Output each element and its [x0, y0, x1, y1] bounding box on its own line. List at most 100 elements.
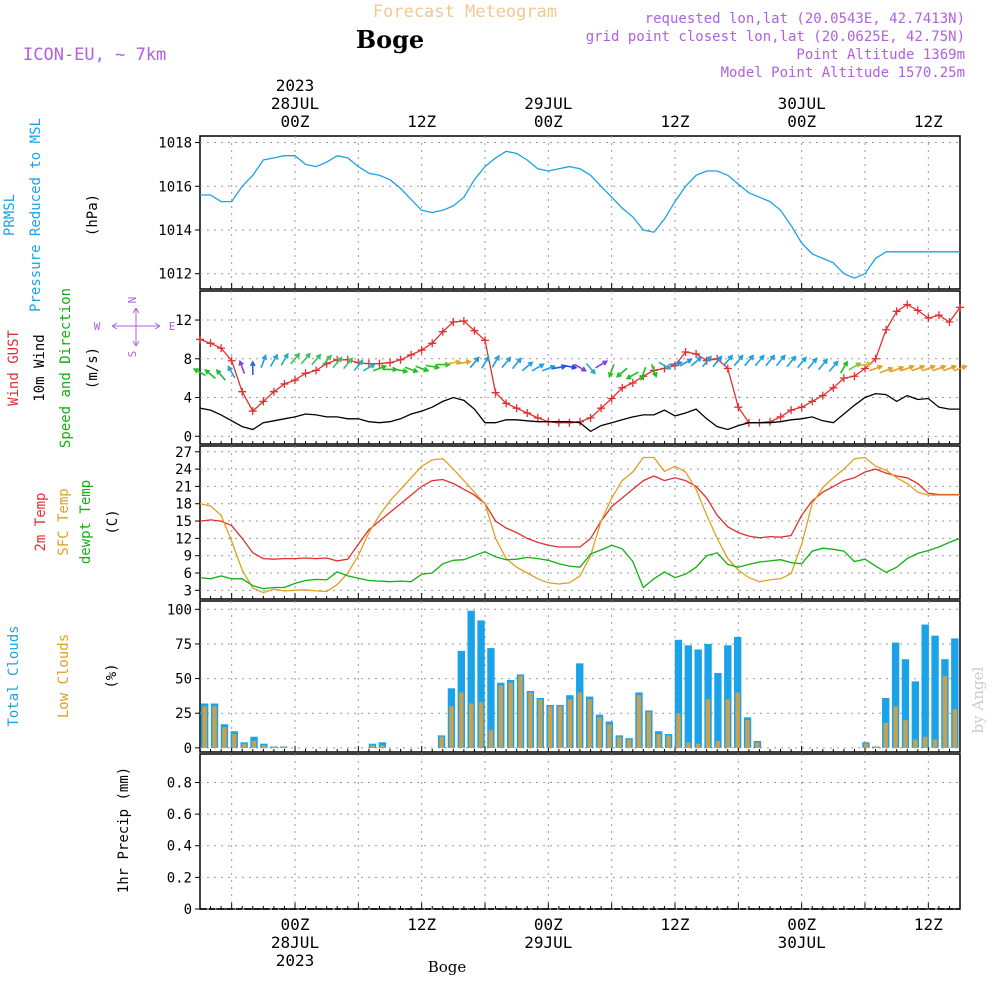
axis-label: dewpt Temp [78, 480, 94, 564]
wind-arrow [521, 361, 534, 372]
point-altitude: Point Altitude 1369m [796, 47, 965, 63]
gust-marker [533, 413, 542, 422]
wind-arrow [404, 366, 419, 374]
y-tick-label: 0.8 [167, 775, 192, 791]
bar-low-clouds [370, 745, 375, 748]
wind-arrow [817, 358, 829, 371]
gust-marker [871, 354, 880, 363]
bar-low-clouds [735, 692, 740, 748]
gust-marker [238, 387, 247, 396]
wind-arrow [300, 352, 311, 365]
bar-low-clouds [538, 699, 543, 748]
wind-arrow [775, 354, 786, 367]
panel-pressure: 1012 1014 1016 1018 PRMSL Pressure Reduced to… [2, 118, 961, 312]
top-time-label: 30JUL [778, 94, 826, 113]
top-time-label: 12Z [407, 112, 436, 131]
wind-arrow [932, 364, 947, 372]
wind-arrow [679, 358, 693, 367]
wind-arrow [786, 355, 797, 368]
gust-marker [512, 404, 521, 413]
wind-arrow [425, 364, 441, 370]
top-time-label: 00Z [281, 112, 310, 131]
bar-low-clouds [449, 706, 454, 748]
wind-arrow [921, 364, 936, 372]
wind-arrow [342, 357, 354, 370]
gust-marker [386, 358, 394, 367]
series-line-dewpt-temp [199, 537, 961, 590]
gust-marker [196, 335, 204, 344]
wind-arrow [394, 368, 409, 374]
bar-total-clouds [684, 645, 693, 748]
y-tick-label: 15 [175, 514, 192, 530]
bar-low-clouds [646, 711, 652, 748]
gust-marker [597, 404, 606, 413]
gust-marker [565, 418, 574, 427]
y-tick-label: 0 [184, 902, 192, 918]
wind-arrow [796, 356, 807, 369]
bar-low-clouds [666, 735, 671, 748]
bar-low-clouds [459, 692, 464, 748]
gust-marker [459, 317, 468, 326]
gust-marker [502, 399, 511, 408]
axis-label: 10m Wind [32, 334, 48, 401]
gust-marker [470, 326, 479, 335]
wind-arrow [353, 359, 364, 372]
bar-low-clouds [636, 695, 642, 748]
y-tick-label: 27 [175, 445, 192, 461]
gust-marker [934, 311, 943, 320]
gust-marker [576, 417, 584, 426]
bar-low-clouds [745, 720, 750, 748]
gust-marker [554, 418, 563, 427]
gust-marker [628, 378, 637, 387]
wind-arrow [573, 363, 588, 372]
wind-arrow [608, 364, 615, 379]
bar-total-clouds [901, 659, 910, 748]
bar-low-clouds [863, 743, 869, 748]
gust-marker [913, 306, 922, 315]
gust-marker [449, 317, 458, 326]
wind-arrow [446, 359, 462, 365]
bar-low-clouds [725, 699, 730, 748]
top-time-label: 00Z [787, 112, 816, 131]
gust-marker [607, 394, 616, 403]
y-tick-label: 21 [175, 479, 192, 495]
bar-low-clouds [577, 692, 582, 748]
bottom-time-label: 29JUL [524, 933, 572, 952]
bottom-time-label: 12Z [914, 915, 943, 934]
panel-precipitation: 0 0.2 0.4 0.6 0.8 1hr Precip (mm) [116, 753, 961, 918]
bar-low-clouds [380, 745, 385, 748]
compass-east: E [169, 320, 176, 333]
gust-marker [428, 339, 437, 348]
wind-arrow [712, 355, 723, 368]
bar-low-clouds [241, 743, 247, 748]
panel-clouds: 0 25 50 75 100 Total Clouds Low Clouds (%) [6, 600, 961, 757]
bottom-time-label: 2023 [276, 951, 315, 970]
wind-arrow [754, 354, 765, 367]
bar-low-clouds [468, 703, 474, 748]
bar-low-clouds [202, 706, 207, 748]
gust-marker [481, 336, 489, 345]
wind-arrow [436, 361, 451, 368]
wind-arrow [541, 364, 556, 372]
gust-marker [396, 355, 405, 364]
wind-arrow [192, 368, 207, 377]
gust-marker [850, 372, 859, 381]
wind-arrow [650, 364, 658, 379]
gust-marker [269, 387, 278, 396]
bar-total-clouds [714, 673, 722, 748]
axis-label: PRMSL [2, 194, 18, 236]
bar-total-clouds [694, 649, 702, 748]
axis-label: (%) [104, 663, 120, 688]
bar-low-clouds [942, 675, 948, 748]
bar-low-clouds [547, 706, 553, 748]
bar-low-clouds [873, 746, 879, 748]
bar-low-clouds [498, 685, 503, 748]
bar-low-clouds [656, 733, 661, 748]
wind-arrow [595, 360, 609, 369]
axis-label: Speed and Direction [58, 288, 74, 448]
bar-low-clouds [271, 746, 276, 748]
gust-marker [787, 406, 796, 415]
gust-marker [882, 325, 891, 334]
gust-marker [259, 397, 268, 406]
